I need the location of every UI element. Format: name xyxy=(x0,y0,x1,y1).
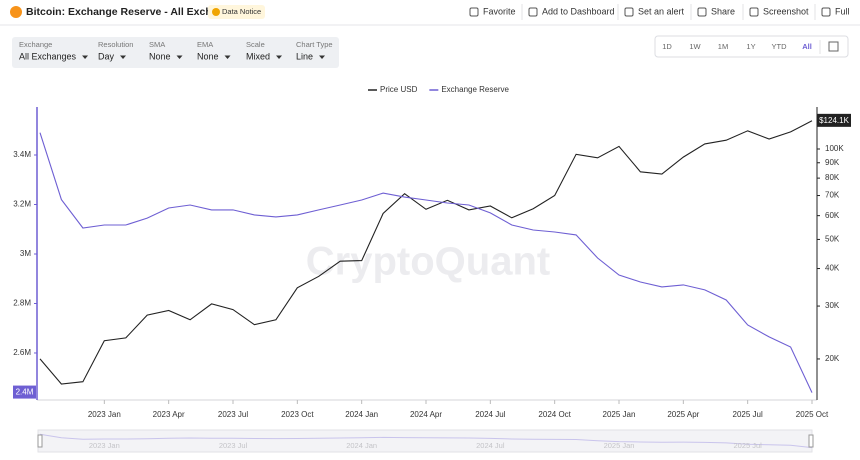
navigator-label: 2025 Jul xyxy=(733,441,762,450)
x-tick-label: 2023 Jan xyxy=(88,410,121,419)
x-tick-label: 2025 Oct xyxy=(796,410,829,419)
last-value: $124.1K xyxy=(819,116,849,125)
calendar-icon[interactable] xyxy=(828,41,839,52)
navigator-label: 2024 Jul xyxy=(476,441,505,450)
x-tick-label: 2023 Jul xyxy=(218,410,248,419)
range-button[interactable]: 1M xyxy=(718,42,728,51)
range-button[interactable]: YTD xyxy=(772,42,788,51)
x-tick-label: 2024 Jan xyxy=(345,410,378,419)
navigator-handle[interactable] xyxy=(808,434,814,448)
x-tick-label: 2024 Oct xyxy=(538,410,571,419)
y-tick-label: 3M xyxy=(20,249,31,258)
dropdown-arrow[interactable] xyxy=(120,55,127,60)
x-tick-label: 2023 Apr xyxy=(153,410,185,419)
y2-tick-label: 70K xyxy=(825,191,840,200)
last-value-box xyxy=(817,113,851,127)
y-tick-label: 3.4M xyxy=(13,150,31,159)
action[interactable]: Favorite xyxy=(483,6,516,16)
range-button[interactable]: 1Y xyxy=(746,42,755,51)
control-value[interactable]: None xyxy=(149,51,171,61)
control-value[interactable]: Line xyxy=(296,51,313,61)
action-icon[interactable] xyxy=(697,7,707,17)
action[interactable]: Set an alert xyxy=(638,6,685,16)
range-button[interactable]: 1D xyxy=(662,42,672,51)
action[interactable]: Add to Dashboard xyxy=(542,6,615,16)
action-icon[interactable] xyxy=(469,7,479,17)
x-tick-label: 2025 Jan xyxy=(603,410,636,419)
legend-label[interactable]: Exchange Reserve xyxy=(441,85,509,94)
control-value[interactable]: Day xyxy=(98,51,115,61)
y2-tick-label: 20K xyxy=(825,354,840,363)
navigator-line xyxy=(39,433,813,449)
control-value[interactable]: Mixed xyxy=(246,51,270,61)
legend-label[interactable]: Price USD xyxy=(380,85,418,94)
navigator-label: 2025 Jan xyxy=(604,441,635,450)
range-button[interactable]: All xyxy=(802,42,812,51)
last-value-box xyxy=(13,385,36,399)
navigator-handle[interactable] xyxy=(37,434,43,448)
y2-tick-label: 80K xyxy=(825,173,840,182)
y2-tick-label: 50K xyxy=(825,235,840,244)
action-icon[interactable] xyxy=(749,7,759,17)
controls-panel xyxy=(12,37,339,68)
range-panel xyxy=(654,35,849,58)
control-label: Exchange xyxy=(19,40,52,49)
badge[interactable]: Data Notice xyxy=(222,7,261,16)
x-tick-label: 2023 Oct xyxy=(281,410,314,419)
action-icon[interactable] xyxy=(528,7,538,17)
action-icon[interactable] xyxy=(624,7,634,17)
coin-icon xyxy=(10,6,22,18)
action-icon[interactable] xyxy=(821,7,831,17)
series-line xyxy=(39,132,813,393)
y2-tick-label: 90K xyxy=(825,158,840,167)
y2-tick-label: 30K xyxy=(825,301,840,310)
badge-icon xyxy=(212,8,220,16)
y-tick-label: 2.8M xyxy=(13,299,31,308)
control-label: Resolution xyxy=(98,40,133,49)
dropdown-arrow[interactable] xyxy=(176,55,183,60)
x-tick-label: 2025 Jul xyxy=(733,410,763,419)
navigator-label: 2023 Jul xyxy=(219,441,248,450)
navigator-label: 2024 Jan xyxy=(346,441,377,450)
control-value[interactable]: All Exchanges xyxy=(19,51,77,61)
dropdown-arrow[interactable] xyxy=(276,55,283,60)
control-label: Scale xyxy=(246,40,265,49)
title: Bitcoin: Exchange Reserve - All Exchange… xyxy=(26,6,242,18)
y2-tick-label: 60K xyxy=(825,211,840,220)
control-label: SMA xyxy=(149,40,165,49)
action[interactable]: Share xyxy=(711,6,735,16)
dropdown-arrow[interactable] xyxy=(319,55,326,60)
badge-bg[interactable] xyxy=(208,5,265,19)
x-tick-label: 2024 Apr xyxy=(410,410,442,419)
x-tick-label: 2025 Apr xyxy=(667,410,699,419)
action[interactable]: Full xyxy=(835,6,850,16)
navigator-label: 2023 Jan xyxy=(89,441,120,450)
navigator[interactable] xyxy=(37,429,813,453)
control-label: EMA xyxy=(197,40,213,49)
control-value[interactable]: None xyxy=(197,51,219,61)
y2-tick-label: 100K xyxy=(825,144,844,153)
dropdown-arrow[interactable] xyxy=(224,55,231,60)
dropdown-arrow[interactable] xyxy=(82,55,89,60)
last-value: 2.4M xyxy=(16,388,34,397)
y-tick-label: 2.6M xyxy=(13,348,31,357)
x-tick-label: 2024 Jul xyxy=(475,410,505,419)
action[interactable]: Screenshot xyxy=(763,6,809,16)
y-tick-label: 3.2M xyxy=(13,200,31,209)
range-button[interactable]: 1W xyxy=(689,42,701,51)
control-label: Chart Type xyxy=(296,40,333,49)
y2-tick-label: 40K xyxy=(825,264,840,273)
series-line xyxy=(39,120,813,385)
